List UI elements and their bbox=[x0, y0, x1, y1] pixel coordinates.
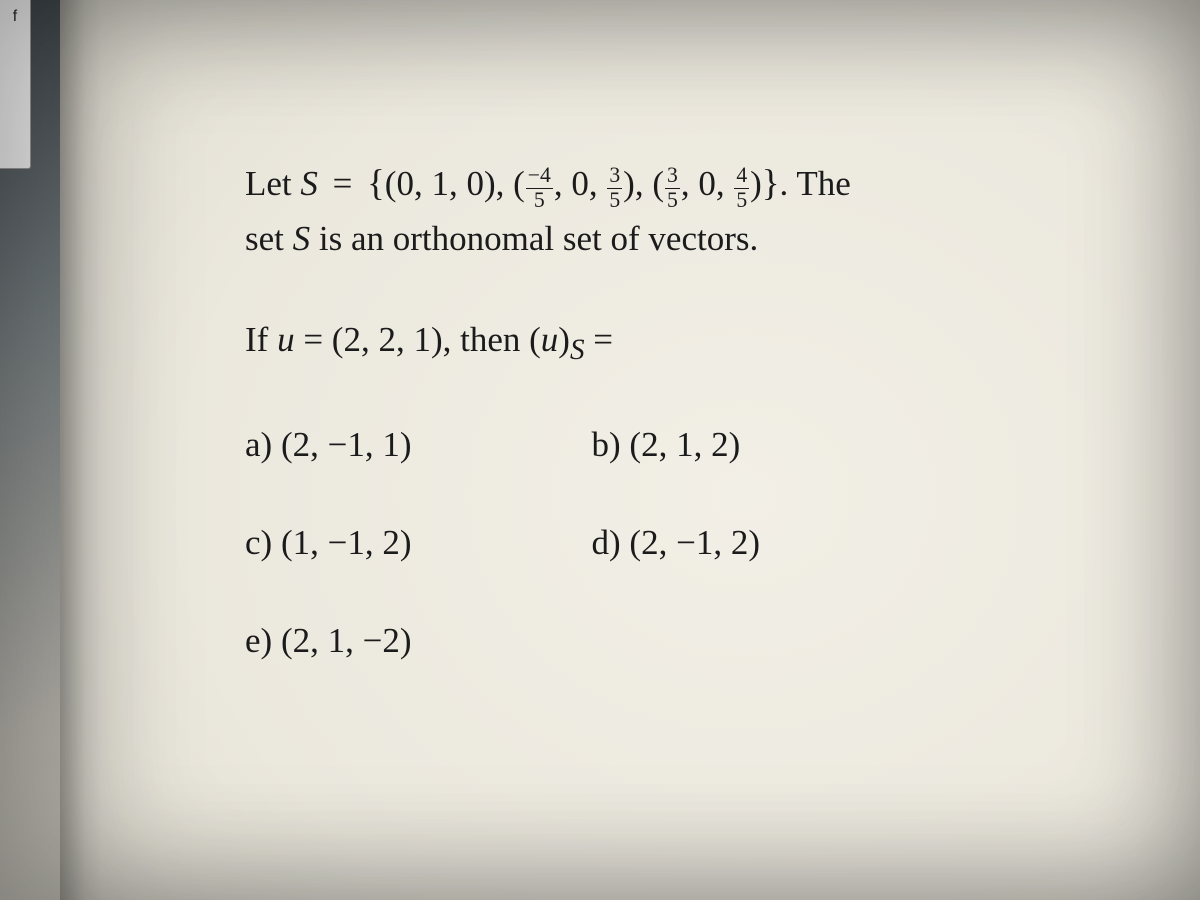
if-word: If bbox=[245, 320, 277, 359]
screen: f Time Let S = {(0, 1, 0), (−45, 0, 35),… bbox=[0, 0, 1200, 900]
left-tab-label: f bbox=[13, 8, 17, 26]
v2c1-den: 5 bbox=[526, 189, 553, 212]
line2a: set bbox=[245, 219, 293, 258]
v2c1-num: −4 bbox=[526, 165, 553, 189]
u-symbol-2: u bbox=[541, 320, 559, 359]
open-brace: { bbox=[367, 162, 385, 203]
set-symbol: S bbox=[300, 164, 318, 203]
v3c2: 0 bbox=[698, 164, 716, 203]
equals: = bbox=[324, 164, 361, 203]
v2c3-num: 3 bbox=[607, 165, 622, 189]
option-b[interactable]: b) (2, 1, 2) bbox=[592, 425, 741, 465]
sub-s: S bbox=[570, 334, 585, 366]
lead-word: Let bbox=[245, 164, 300, 203]
v2c2: 0 bbox=[571, 164, 589, 203]
v1c3: 0 bbox=[466, 164, 484, 203]
line2b: is an orthonomal set of vectors. bbox=[310, 219, 758, 258]
trailing: . The bbox=[779, 164, 850, 203]
option-row-2: c) (1, −1, 2) d) (2, −1, 2) bbox=[245, 523, 1105, 563]
option-e-value: (2, 1, −2) bbox=[281, 621, 412, 660]
vec2: (−45, 0, 35) bbox=[513, 164, 635, 203]
option-d-value: (2, −1, 2) bbox=[629, 523, 760, 562]
set-symbol-2: S bbox=[293, 219, 311, 258]
u-value: = (2, 2, 1), then bbox=[295, 320, 530, 359]
problem-statement: Let S = {(0, 1, 0), (−45, 0, 35), (35, 0… bbox=[245, 155, 1105, 266]
option-d[interactable]: d) (2, −1, 2) bbox=[592, 523, 760, 563]
vec3: (35, 0, 45) bbox=[652, 164, 762, 203]
question-line: If u = (2, 2, 1), then (u)S = bbox=[245, 320, 1105, 367]
v1c1: 0 bbox=[396, 164, 414, 203]
q-suffix: = bbox=[585, 320, 614, 359]
v3c1-den: 5 bbox=[665, 189, 680, 212]
option-a-label: a) bbox=[245, 425, 272, 464]
question-block: Let S = {(0, 1, 0), (−45, 0, 35), (35, 0… bbox=[245, 155, 1105, 719]
options: a) (2, −1, 1) b) (2, 1, 2) c) (1, −1, 2)… bbox=[245, 425, 1105, 661]
option-e[interactable]: e) (2, 1, −2) bbox=[245, 621, 412, 661]
v3c3-den: 5 bbox=[734, 189, 749, 212]
close-brace: } bbox=[762, 162, 780, 203]
option-b-value: (2, 1, 2) bbox=[629, 425, 740, 464]
option-c-value: (1, −1, 2) bbox=[281, 523, 412, 562]
coord-open: ( bbox=[529, 320, 541, 359]
v1c2: 1 bbox=[431, 164, 449, 203]
v3c3-num: 4 bbox=[734, 165, 749, 189]
option-row-1: a) (2, −1, 1) b) (2, 1, 2) bbox=[245, 425, 1105, 465]
vec1: (0, 1, 0) bbox=[385, 164, 496, 203]
v3c1-num: 3 bbox=[665, 165, 680, 189]
option-c[interactable]: c) (1, −1, 2) bbox=[245, 523, 412, 563]
coord-close: ) bbox=[558, 320, 570, 359]
v2c3-den: 5 bbox=[607, 189, 622, 212]
v3c3: 45 bbox=[734, 165, 749, 211]
v3c1: 35 bbox=[665, 165, 680, 211]
option-c-label: c) bbox=[245, 523, 272, 562]
option-d-label: d) bbox=[592, 523, 621, 562]
option-a-value: (2, −1, 1) bbox=[281, 425, 412, 464]
left-tab[interactable]: f bbox=[0, 0, 31, 169]
option-row-3: e) (2, 1, −2) bbox=[245, 621, 1105, 661]
option-e-label: e) bbox=[245, 621, 272, 660]
page: Let S = {(0, 1, 0), (−45, 0, 35), (35, 0… bbox=[60, 0, 1200, 900]
option-a[interactable]: a) (2, −1, 1) bbox=[245, 425, 412, 465]
v2c1: −45 bbox=[526, 165, 553, 211]
option-b-label: b) bbox=[592, 425, 621, 464]
v2c3: 35 bbox=[607, 165, 622, 211]
u-symbol: u bbox=[277, 320, 295, 359]
